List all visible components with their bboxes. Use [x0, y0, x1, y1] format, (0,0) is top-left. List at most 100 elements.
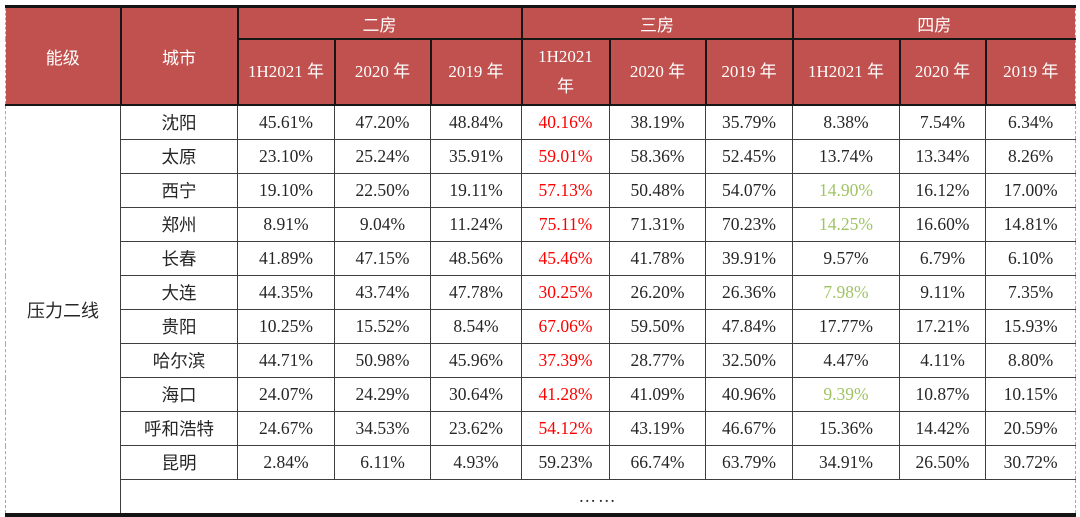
table-row: 压力二线 沈阳 45.61% 47.20% 48.84% 40.16% 38.19% 35.7…	[5, 104, 1077, 516]
year-header-four-1h2021: 1H2021 年	[791, 38, 901, 106]
year-header-two-2020: 2020 年	[333, 38, 432, 106]
value-cell: 59.23%	[521, 445, 611, 480]
value-cell: 66.74%	[609, 445, 707, 480]
year-header-three-1h2021: 1H2021 年	[520, 38, 611, 106]
value-cell: 46.67%	[705, 411, 794, 446]
table-body: 压力二线 沈阳 45.61% 47.20% 48.84% 40.16% 38.19% 35.7…	[5, 104, 1077, 516]
value-cell: 14.90%	[792, 173, 901, 208]
table-row: 西宁 19.10% 22.50% 19.11% 57.13% 50.48% 54.07% 14…	[6, 173, 1077, 208]
value-cell: 54.12%	[521, 411, 611, 446]
value-cell: 44.71%	[237, 343, 335, 378]
value-cell: 9.57%	[792, 241, 901, 276]
value-cell: 47.15%	[334, 241, 431, 276]
value-cell: 15.36%	[792, 411, 901, 446]
value-cell: 4.11%	[899, 343, 987, 378]
value-cell: 19.11%	[429, 173, 523, 208]
value-cell: 22.50%	[334, 173, 431, 208]
tier-cell: 压力二线	[5, 104, 121, 516]
value-cell: 9.39%	[792, 377, 901, 412]
value-cell: 14.42%	[899, 411, 987, 446]
ellipsis-cell: ……	[119, 479, 1077, 516]
city-cell: 郑州	[120, 207, 238, 242]
value-cell: 9.04%	[334, 207, 431, 242]
value-cell: 30.72%	[985, 445, 1077, 480]
value-cell: 23.10%	[237, 139, 335, 174]
value-cell: 30.64%	[429, 377, 523, 412]
value-cell: 16.12%	[899, 173, 987, 208]
group-header-three-room: 三房	[520, 5, 794, 40]
value-cell: 19.10%	[237, 173, 335, 208]
city-cell: 西宁	[120, 173, 238, 208]
city-cell: 哈尔滨	[120, 343, 238, 378]
value-cell: 6.11%	[334, 445, 431, 480]
value-cell: 6.10%	[985, 241, 1077, 276]
value-cell: 17.00%	[985, 173, 1077, 208]
value-cell: 15.52%	[334, 309, 431, 344]
table-row: 哈尔滨 44.71% 50.98% 45.96% 37.39% 28.77% 32.50% 4…	[6, 343, 1077, 378]
value-cell: 41.28%	[521, 377, 611, 412]
value-cell: 35.91%	[429, 139, 523, 174]
city-cell: 贵阳	[120, 309, 238, 344]
value-cell: 63.79%	[705, 445, 794, 480]
value-cell: 25.24%	[334, 139, 431, 174]
table-row: 大连 44.35% 43.74% 47.78% 30.25% 26.20% 26.36% 7.…	[6, 275, 1077, 310]
value-cell: 6.79%	[899, 241, 987, 276]
year-header-four-2019: 2019 年	[984, 38, 1077, 106]
value-cell: 45.61%	[237, 104, 335, 140]
value-cell: 10.87%	[899, 377, 987, 412]
value-cell: 70.23%	[705, 207, 794, 242]
value-cell: 59.50%	[609, 309, 707, 344]
value-cell: 7.98%	[792, 275, 901, 310]
value-cell: 26.36%	[705, 275, 794, 310]
value-cell: 50.48%	[609, 173, 707, 208]
table-header: 能级 城市 二房 三房 四房 1H2021 年 2020 年 2019 年 1H…	[5, 5, 1077, 106]
value-cell: 58.36%	[609, 139, 707, 174]
value-cell: 47.84%	[705, 309, 794, 344]
value-cell: 71.31%	[609, 207, 707, 242]
value-cell: 59.01%	[521, 139, 611, 174]
year-header-three-2020: 2020 年	[608, 38, 707, 106]
report-table-page: 能级 城市 二房 三房 四房 1H2021 年 2020 年 2019 年 1H…	[5, 5, 1077, 517]
table-row: 呼和浩特 24.67% 34.53% 23.62% 54.12% 43.19% 46.67%…	[6, 411, 1077, 446]
value-cell: 10.25%	[237, 309, 335, 344]
value-cell: 24.67%	[237, 411, 335, 446]
year-header-two-1h2021: 1H2021 年	[236, 38, 336, 106]
table-row-ellipsis: ……	[6, 479, 1077, 516]
table-row: 太原 23.10% 25.24% 35.91% 59.01% 58.36% 52.45% 13…	[6, 139, 1077, 174]
value-cell: 15.93%	[985, 309, 1077, 344]
value-cell: 45.46%	[521, 241, 611, 276]
value-cell: 50.98%	[334, 343, 431, 378]
value-cell: 48.56%	[429, 241, 523, 276]
value-cell: 28.77%	[609, 343, 707, 378]
year-header-three-2019: 2019 年	[704, 38, 794, 106]
value-cell: 10.15%	[985, 377, 1077, 412]
value-cell: 26.50%	[899, 445, 987, 480]
city-cell: 长春	[120, 241, 238, 276]
value-cell: 23.62%	[429, 411, 523, 446]
col-header-city: 城市	[119, 5, 239, 106]
value-cell: 41.09%	[609, 377, 707, 412]
value-cell: 2.84%	[237, 445, 335, 480]
value-cell: 45.96%	[429, 343, 523, 378]
value-cell: 17.77%	[792, 309, 901, 344]
value-cell: 8.26%	[985, 139, 1077, 174]
value-cell: 14.81%	[985, 207, 1077, 242]
value-cell: 43.74%	[334, 275, 431, 310]
value-cell: 47.20%	[334, 104, 431, 140]
value-cell: 41.78%	[609, 241, 707, 276]
table-row: 贵阳 10.25% 15.52% 8.54% 67.06% 59.50% 47.84% 17.…	[6, 309, 1077, 344]
value-cell: 7.35%	[985, 275, 1077, 310]
value-cell: 39.91%	[705, 241, 794, 276]
year-header-four-2020: 2020 年	[898, 38, 987, 106]
city-cell: 呼和浩特	[120, 411, 238, 446]
table-row: 长春 41.89% 47.15% 48.56% 45.46% 41.78% 39.91% 9.…	[6, 241, 1077, 276]
value-cell: 24.07%	[237, 377, 335, 412]
year-header-two-2019: 2019 年	[429, 38, 523, 106]
value-cell: 40.96%	[705, 377, 794, 412]
value-cell: 43.19%	[609, 411, 707, 446]
value-cell: 20.59%	[985, 411, 1077, 446]
value-cell: 8.80%	[985, 343, 1077, 378]
value-cell: 34.53%	[334, 411, 431, 446]
value-cell: 9.11%	[899, 275, 987, 310]
table-row: 昆明 2.84% 6.11% 4.93% 59.23% 66.74% 63.79% 34.91…	[6, 445, 1077, 480]
